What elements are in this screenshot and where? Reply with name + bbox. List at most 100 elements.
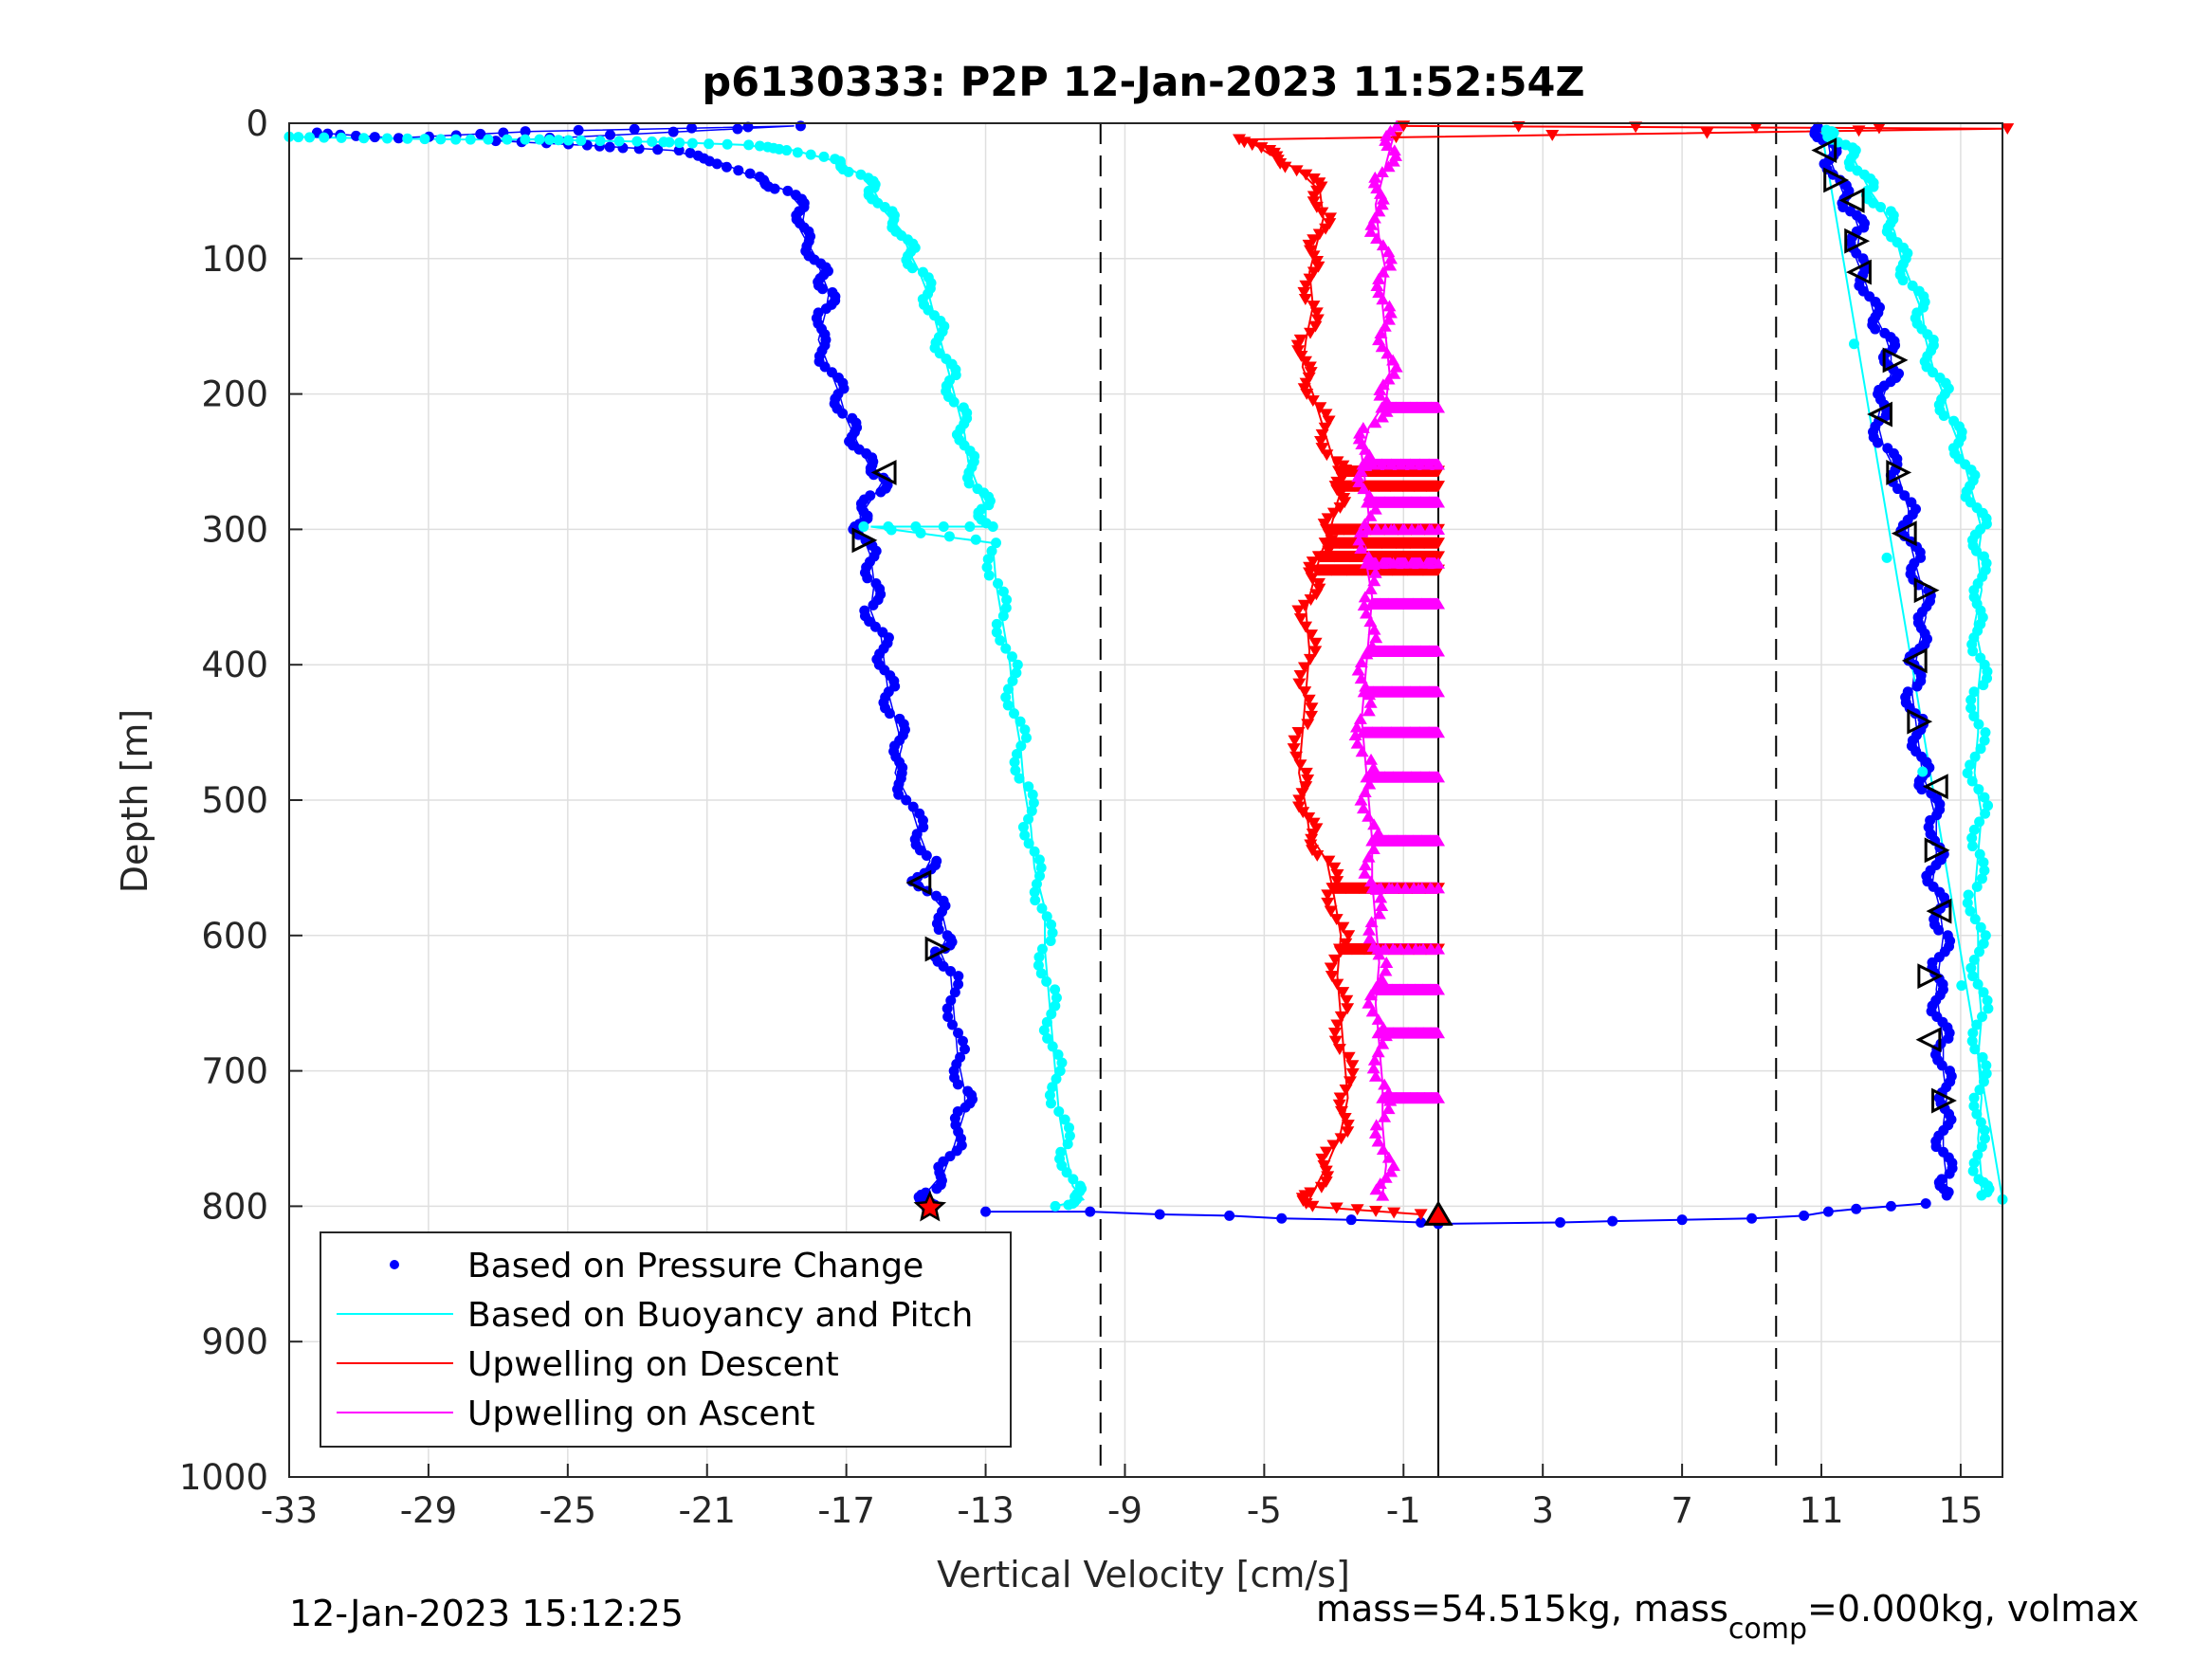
data-point: [1414, 523, 1428, 535]
data-point: [1036, 902, 1048, 914]
data-point: [1979, 865, 1990, 876]
data-point: [647, 136, 658, 147]
data-point: [1320, 449, 1334, 462]
data-point: [1369, 631, 1383, 644]
data-point: [1350, 737, 1364, 749]
data-point: [1365, 1005, 1380, 1017]
data-point: [1366, 685, 1380, 698]
footer-timestamp: 12-Jan-2023 15:12:25: [289, 1593, 684, 1634]
data-point: [1405, 523, 1419, 535]
data-point: [1027, 789, 1038, 800]
data-point: [1045, 936, 1056, 947]
data-point: [1973, 784, 1984, 795]
data-point: [906, 263, 918, 274]
data-point: [1981, 1067, 1992, 1079]
turn-marker: [1915, 1027, 1942, 1053]
x-tick-label: -29: [400, 1490, 457, 1531]
data-point: [1414, 1209, 1428, 1221]
data-point: [1374, 327, 1388, 338]
data-point: [1301, 774, 1315, 786]
data-point: [1417, 538, 1432, 549]
data-point: [1315, 443, 1329, 455]
data-point: [1368, 1126, 1382, 1139]
data-point: [1322, 855, 1336, 867]
data-point: [520, 134, 531, 145]
data-point: [1413, 685, 1427, 698]
data-point: [1292, 678, 1307, 690]
data-point: [1372, 481, 1386, 493]
data-point: [945, 994, 957, 1006]
data-point: [1364, 753, 1379, 765]
data-point: [1974, 816, 1985, 828]
data-point: [843, 166, 854, 177]
data-point: [1361, 523, 1375, 535]
data-point: [1386, 556, 1400, 569]
data-point: [1362, 489, 1377, 501]
data-point: [1325, 883, 1340, 895]
turn-marker: [1891, 520, 1917, 547]
data-point: [1301, 719, 1315, 731]
data-point: [1047, 1041, 1058, 1052]
data-point: [1415, 597, 1429, 610]
data-point: [1974, 946, 1985, 957]
data-point: [921, 850, 932, 862]
data-point: [862, 573, 873, 584]
y-tick-label: 400: [201, 645, 268, 685]
data-point: [1299, 621, 1313, 633]
data-point: [931, 1183, 942, 1194]
data-point: [1325, 971, 1339, 982]
data-point: [1293, 670, 1307, 682]
data-point: [1330, 1019, 1344, 1031]
data-point: [1386, 771, 1400, 783]
data-point: [946, 1019, 958, 1030]
x-axis-label: Vertical Velocity [cm/s]: [937, 1554, 1350, 1595]
data-point: [1362, 777, 1377, 790]
data-point: [1381, 1086, 1396, 1099]
data-point: [953, 971, 964, 982]
data-point: [1432, 942, 1446, 955]
data-point: [1332, 538, 1346, 549]
data-point: [1376, 192, 1390, 205]
data-point: [918, 822, 929, 833]
data-point: [1432, 523, 1446, 535]
data-point: [1414, 645, 1428, 657]
data-point: [901, 794, 912, 806]
data-point: [1379, 964, 1393, 976]
data-point: [1305, 573, 1319, 585]
data-point: [1364, 218, 1379, 230]
data-point: [1349, 720, 1363, 733]
x-tick-label: -17: [817, 1490, 874, 1531]
data-point: [475, 128, 486, 139]
data-point: [982, 554, 994, 565]
data-point: [1295, 788, 1309, 800]
data-point: [1405, 645, 1419, 657]
data-point: [1432, 1027, 1446, 1039]
data-point: [1333, 1092, 1347, 1104]
data-point: [1965, 694, 1977, 705]
data-point: [1365, 726, 1380, 738]
data-point: [1000, 691, 1012, 702]
data-point: [629, 123, 640, 135]
data-point: [1355, 745, 1369, 757]
data-point: [1361, 496, 1375, 508]
data-point: [959, 1044, 970, 1055]
data-point: [1676, 1214, 1688, 1226]
x-tick-label: 15: [1938, 1490, 1983, 1531]
data-point: [1318, 422, 1332, 434]
turn-marker: [1926, 898, 1952, 924]
data-point: [1339, 1084, 1353, 1096]
data-point: [1414, 771, 1428, 783]
data-point: [1278, 161, 1292, 173]
data-point: [1422, 685, 1436, 698]
data-point: [1963, 889, 1974, 901]
data-point: [1051, 992, 1062, 1003]
data-point: [1338, 1112, 1352, 1124]
data-point: [1967, 971, 1979, 982]
data-point: [1315, 1153, 1329, 1165]
data-point: [1375, 973, 1389, 985]
data-point: [1154, 1209, 1165, 1220]
data-point: [1897, 275, 1909, 286]
data-point: [1050, 1200, 1061, 1212]
data-point: [1980, 930, 1991, 941]
data-point: [1394, 685, 1408, 698]
